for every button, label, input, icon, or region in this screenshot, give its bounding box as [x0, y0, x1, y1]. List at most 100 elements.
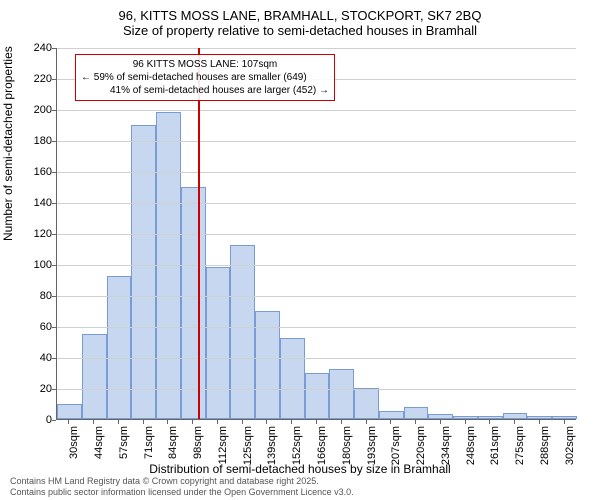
- x-tick: [192, 420, 193, 424]
- y-tick-label: 160: [22, 166, 52, 178]
- grid-line: [57, 110, 576, 111]
- grid-line: [57, 203, 576, 204]
- chart-title-line2: Size of property relative to semi-detach…: [0, 23, 600, 42]
- plot-area: 96 KITTS MOSS LANE: 107sqm ← 59% of semi…: [56, 48, 576, 420]
- histogram-bar: [329, 369, 354, 419]
- x-tick: [390, 420, 391, 424]
- y-tick-label: 140: [22, 197, 52, 209]
- x-tick-label: 30sqm: [68, 426, 80, 466]
- x-tick-label: 288sqm: [539, 426, 551, 466]
- x-tick: [415, 420, 416, 424]
- y-tick: [52, 327, 56, 328]
- y-tick: [52, 203, 56, 204]
- histogram-bar: [181, 187, 206, 420]
- y-tick-label: 40: [22, 352, 52, 364]
- histogram-bar: [280, 338, 305, 419]
- y-tick: [52, 172, 56, 173]
- grid-line: [57, 265, 576, 266]
- x-tick: [291, 420, 292, 424]
- y-tick: [52, 420, 56, 421]
- histogram-bar: [206, 267, 231, 419]
- x-tick: [118, 420, 119, 424]
- histogram-bar: [82, 334, 107, 419]
- annotation-line1: 96 KITTS MOSS LANE: 107sqm: [81, 58, 329, 71]
- y-tick-label: 240: [22, 42, 52, 54]
- x-tick: [93, 420, 94, 424]
- grid-line: [57, 172, 576, 173]
- x-tick-label: 275sqm: [514, 426, 526, 466]
- chart-title-line1: 96, KITTS MOSS LANE, BRAMHALL, STOCKPORT…: [0, 0, 600, 23]
- x-tick: [68, 420, 69, 424]
- histogram-bar: [453, 416, 478, 419]
- chart-container: 96, KITTS MOSS LANE, BRAMHALL, STOCKPORT…: [0, 0, 600, 500]
- x-tick-label: 71sqm: [143, 426, 155, 466]
- histogram-bar: [552, 416, 577, 419]
- grid-line: [57, 327, 576, 328]
- y-tick: [52, 110, 56, 111]
- y-tick: [52, 234, 56, 235]
- grid-line: [57, 141, 576, 142]
- histogram-bar: [107, 276, 132, 419]
- x-tick: [242, 420, 243, 424]
- y-tick-label: 20: [22, 383, 52, 395]
- x-tick: [341, 420, 342, 424]
- x-tick-label: 302sqm: [564, 426, 576, 466]
- x-tick-label: 98sqm: [192, 426, 204, 466]
- footer-line2: Contains public sector information licen…: [10, 487, 354, 498]
- x-tick-label: 166sqm: [316, 426, 328, 466]
- x-tick: [440, 420, 441, 424]
- x-tick-label: 234sqm: [440, 426, 452, 466]
- x-tick: [489, 420, 490, 424]
- y-axis-label: Number of semi-detached properties: [1, 46, 15, 241]
- y-tick: [52, 358, 56, 359]
- x-axis-label: Distribution of semi-detached houses by …: [0, 462, 600, 476]
- y-tick: [52, 389, 56, 390]
- x-tick-label: 193sqm: [366, 426, 378, 466]
- histogram-bar: [379, 411, 404, 419]
- x-tick: [167, 420, 168, 424]
- y-tick-label: 100: [22, 259, 52, 271]
- y-tick: [52, 296, 56, 297]
- annotation-line3: 41% of semi-detached houses are larger (…: [81, 84, 329, 97]
- annotation-box: 96 KITTS MOSS LANE: 107sqm ← 59% of semi…: [75, 54, 335, 101]
- x-tick: [217, 420, 218, 424]
- histogram-bar: [57, 404, 82, 420]
- x-tick: [539, 420, 540, 424]
- x-tick: [564, 420, 565, 424]
- grid-line: [57, 48, 576, 49]
- x-tick: [366, 420, 367, 424]
- grid-line: [57, 389, 576, 390]
- histogram-bar: [478, 416, 503, 419]
- y-tick: [52, 141, 56, 142]
- footer-line1: Contains HM Land Registry data © Crown c…: [10, 476, 354, 487]
- y-tick-label: 180: [22, 135, 52, 147]
- x-tick-label: 207sqm: [390, 426, 402, 466]
- x-tick-label: 84sqm: [167, 426, 179, 466]
- x-tick-label: 261sqm: [489, 426, 501, 466]
- histogram-bar: [428, 414, 453, 419]
- y-tick: [52, 79, 56, 80]
- x-tick-label: 220sqm: [415, 426, 427, 466]
- grid-line: [57, 296, 576, 297]
- histogram-bar: [305, 373, 330, 420]
- x-tick-label: 152sqm: [291, 426, 303, 466]
- y-tick: [52, 265, 56, 266]
- histogram-bar: [503, 413, 528, 419]
- y-tick-label: 120: [22, 228, 52, 240]
- histogram-bar: [354, 388, 379, 419]
- footer: Contains HM Land Registry data © Crown c…: [10, 476, 354, 498]
- y-tick-label: 80: [22, 290, 52, 302]
- x-tick: [465, 420, 466, 424]
- x-tick: [266, 420, 267, 424]
- grid-line: [57, 234, 576, 235]
- histogram-bar: [131, 125, 156, 420]
- histogram-bar: [230, 245, 255, 419]
- y-tick-label: 220: [22, 73, 52, 85]
- y-tick-label: 60: [22, 321, 52, 333]
- x-tick: [143, 420, 144, 424]
- grid-line: [57, 358, 576, 359]
- annotation-line2: ← 59% of semi-detached houses are smalle…: [81, 71, 329, 84]
- x-tick-label: 248sqm: [465, 426, 477, 466]
- x-tick: [316, 420, 317, 424]
- x-tick-label: 139sqm: [266, 426, 278, 466]
